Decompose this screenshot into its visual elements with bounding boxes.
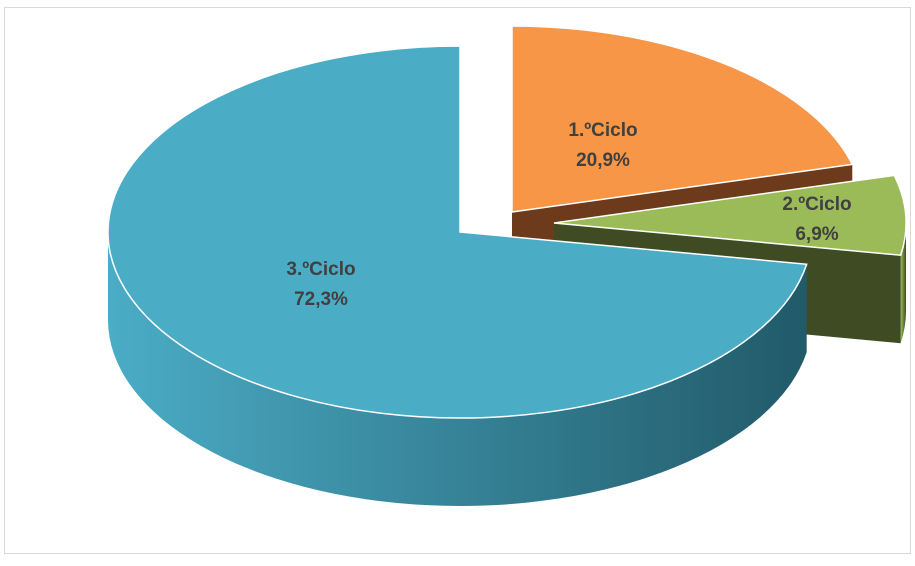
slice-side-3 <box>108 232 807 507</box>
slice-label-value-2: 6,9% <box>795 224 838 245</box>
pie-top-layer <box>107 25 907 419</box>
pie-chart: 1.ºCiclo 20,9% 2.ºCiclo 6,9% 3.ºCiclo 72,3% <box>107 25 907 507</box>
slice-label-name-3: 3.ºCiclo <box>286 259 355 280</box>
slice-3 <box>107 45 808 419</box>
slice-label-name-2: 2.ºCiclo <box>782 194 851 215</box>
chart-area: 1.ºCiclo 20,9% 2.ºCiclo 6,9% 3.ºCiclo 72,3% <box>4 7 911 554</box>
slice-1 <box>511 25 854 213</box>
pie-labels-layer: 1.ºCiclo 20,9% 2.ºCiclo 6,9% 3.ºCiclo 72,3% <box>286 120 851 310</box>
slice-2 <box>553 174 907 257</box>
slice-label-value-1: 20,9% <box>576 150 630 171</box>
slice-label-value-3: 72,3% <box>294 289 348 310</box>
slice-label-name-1: 1.ºCiclo <box>568 120 637 141</box>
